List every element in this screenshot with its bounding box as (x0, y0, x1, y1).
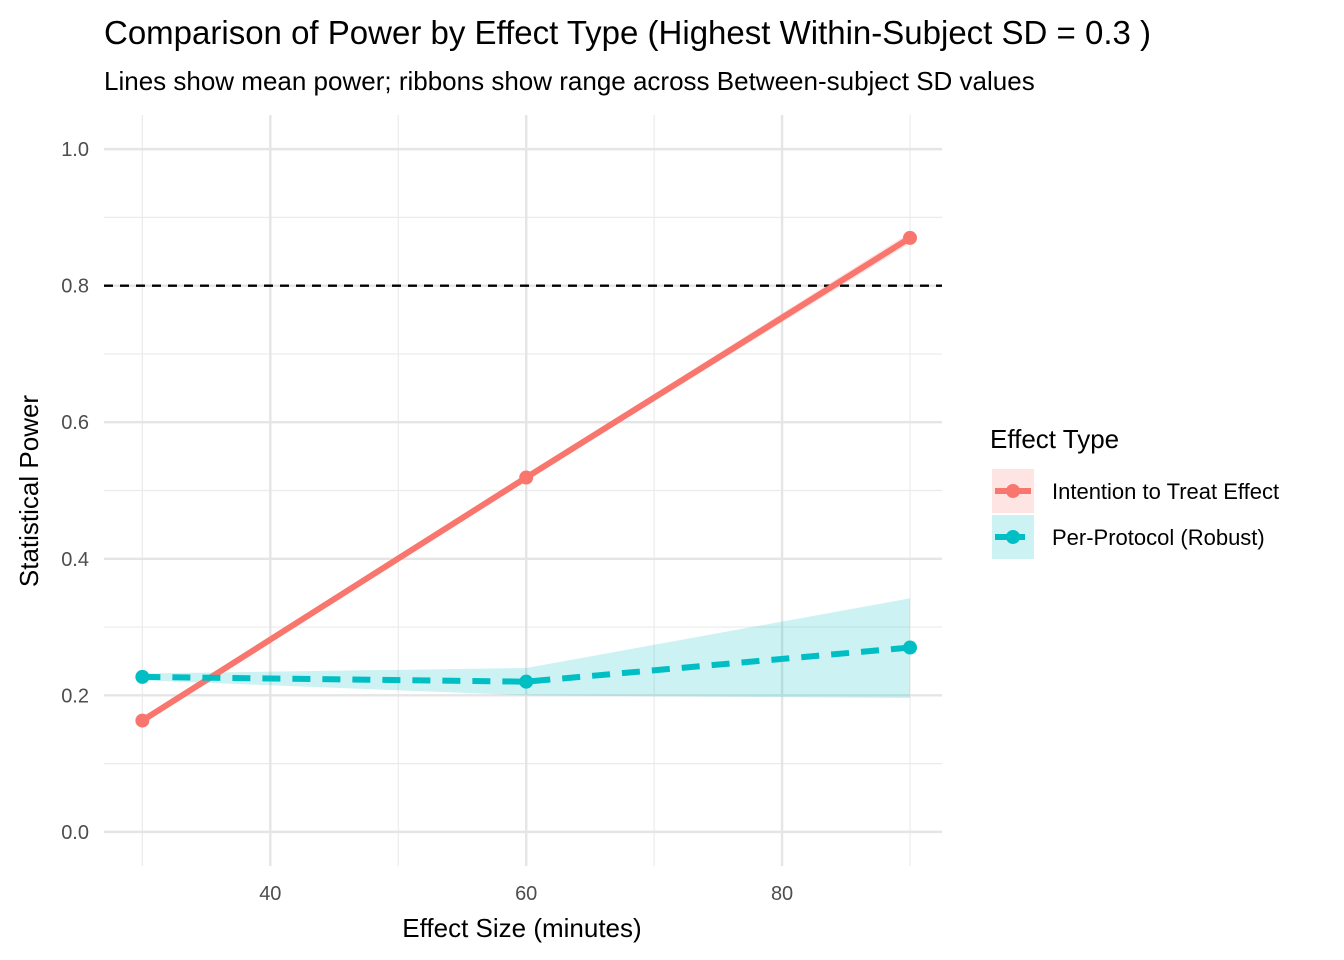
legend-key-point-0 (1006, 484, 1020, 498)
x-tick-label: 80 (771, 883, 793, 905)
point-series-1-2 (903, 641, 917, 655)
legend-title: Effect Type (990, 424, 1119, 454)
chart-subtitle: Lines show mean power; ribbons show rang… (104, 66, 1035, 96)
x-tick-label: 60 (515, 883, 537, 905)
y-tick-label: 0.6 (61, 412, 89, 434)
x-axis-title: Effect Size (minutes) (402, 913, 641, 943)
y-tick-label: 0.2 (61, 685, 89, 707)
y-tick-label: 1.0 (61, 139, 89, 161)
point-series-0-0 (135, 714, 149, 728)
x-axis-ticks: 40 60 80 (259, 883, 793, 905)
legend-label-1: Per-Protocol (Robust) (1052, 525, 1265, 550)
y-tick-label: 0.4 (61, 549, 89, 571)
chart-title: Comparison of Power by Effect Type (High… (104, 14, 1151, 51)
legend: Effect Type Intention to Treat Effect Per… (990, 424, 1279, 559)
y-tick-label: 0.0 (61, 822, 89, 844)
y-axis-title: Statistical Power (14, 395, 44, 588)
point-series-0-2 (903, 231, 917, 245)
point-series-1-0 (135, 670, 149, 684)
legend-label-0: Intention to Treat Effect (1052, 479, 1279, 504)
point-series-1-1 (519, 675, 533, 689)
y-tick-label: 0.8 (61, 276, 89, 298)
x-tick-label: 40 (259, 883, 281, 905)
grid-minor (104, 115, 942, 866)
point-series-0-1 (519, 471, 533, 485)
legend-key-point-1 (1006, 530, 1020, 544)
y-axis-ticks: 0.0 0.2 0.4 0.6 0.8 1.0 (61, 139, 89, 844)
